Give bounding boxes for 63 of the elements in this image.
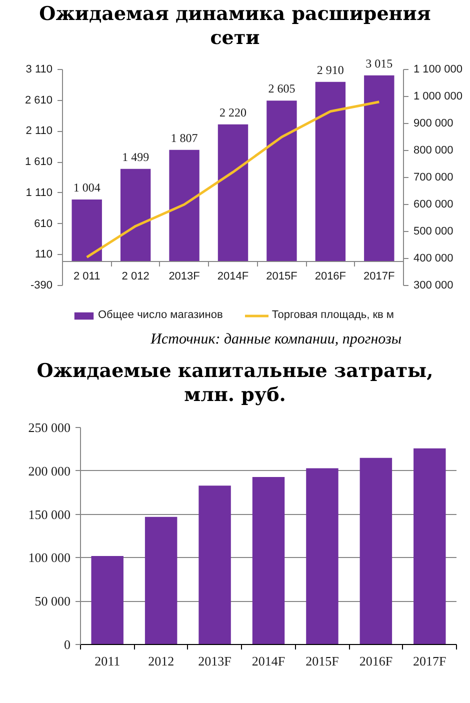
chart-title: Ожидаемые капитальные затраты, млн. руб. xyxy=(36,359,434,407)
bar xyxy=(252,476,285,644)
y-tick-label: 110 xyxy=(34,248,53,261)
x-tick-label: 2013F xyxy=(198,654,232,668)
y-tick-label: 1 110 xyxy=(26,186,53,199)
x-tick-label: 2016F xyxy=(359,654,393,668)
bar xyxy=(198,486,231,644)
x-tick-label: 2 011 xyxy=(74,270,100,282)
data-label: 2 910 xyxy=(316,62,344,77)
y2-tick-label: 800 000 xyxy=(414,144,454,156)
data-label: 1 499 xyxy=(122,150,150,164)
bar xyxy=(360,458,392,644)
x-tick-label: 2016F xyxy=(314,270,346,282)
y-tick-label: 2 610 xyxy=(24,94,53,106)
y2-tick-label: 300 000 xyxy=(414,280,454,292)
legend-label: Торговая площадь, кв м xyxy=(272,308,394,322)
x-tick-label: 2011 xyxy=(94,654,120,668)
text: Источник: данные компании, прогнозы xyxy=(150,332,402,348)
bar xyxy=(266,100,297,262)
y2-tick-label: 600 000 xyxy=(414,198,454,210)
y-tick-label: 3 110 xyxy=(26,64,53,76)
x-tick-label: 2 012 xyxy=(122,270,150,282)
y-tick-label: 610 xyxy=(34,218,53,230)
x-tick-label: 2017F xyxy=(413,654,446,668)
x-tick-label: 2015F xyxy=(306,654,339,668)
data-label: 1 004 xyxy=(73,180,100,194)
y-tick-label: -390 xyxy=(30,280,53,292)
x-tick-label: 2014F xyxy=(252,654,286,668)
data-label: 2 605 xyxy=(268,82,296,96)
y2-tick-label: 1 100 000 xyxy=(414,64,462,76)
y2-tick-label: 700 000 xyxy=(414,172,454,184)
x-tick-label: 2012 xyxy=(148,654,174,668)
y2-tick-label: 400 000 xyxy=(414,252,454,264)
bar xyxy=(72,199,102,262)
y-tick-label: 1 610 xyxy=(24,156,53,168)
bar xyxy=(315,82,346,262)
x-tick-label: 2013F xyxy=(168,270,200,282)
bar xyxy=(91,556,124,644)
y-tick-label: 100 000 xyxy=(28,550,70,566)
x-tick-label: 2017F xyxy=(364,270,396,282)
y-tick-label: 250 000 xyxy=(28,420,70,435)
y-tick-label: 150 000 xyxy=(28,506,70,522)
y2-tick-label: 1 000 000 xyxy=(414,90,462,102)
y-tick-label: 200 000 xyxy=(28,463,70,478)
y2-tick-label: 900 000 xyxy=(414,118,454,130)
data-label: 2 220 xyxy=(220,105,246,120)
chart-title: Ожидаемая динамика расширения сети xyxy=(38,2,432,50)
bar xyxy=(120,168,151,262)
bar xyxy=(169,150,200,262)
bar xyxy=(364,75,394,262)
y2-tick-label: 500 000 xyxy=(414,226,454,238)
x-tick-label: 2014F xyxy=(217,270,249,282)
y-tick-label: 50 000 xyxy=(34,594,70,609)
y-tick-label: 0 xyxy=(64,637,70,652)
legend-label: Общее число магазинов xyxy=(98,308,223,322)
bar xyxy=(414,448,446,644)
y-tick-label: 2 110 xyxy=(26,125,53,138)
data-label: 1 807 xyxy=(170,130,198,145)
bar xyxy=(144,516,178,644)
x-tick-label: 2015F xyxy=(266,270,298,282)
bar xyxy=(306,468,338,644)
bar xyxy=(218,124,248,262)
data-label: 3 015 xyxy=(366,56,393,70)
